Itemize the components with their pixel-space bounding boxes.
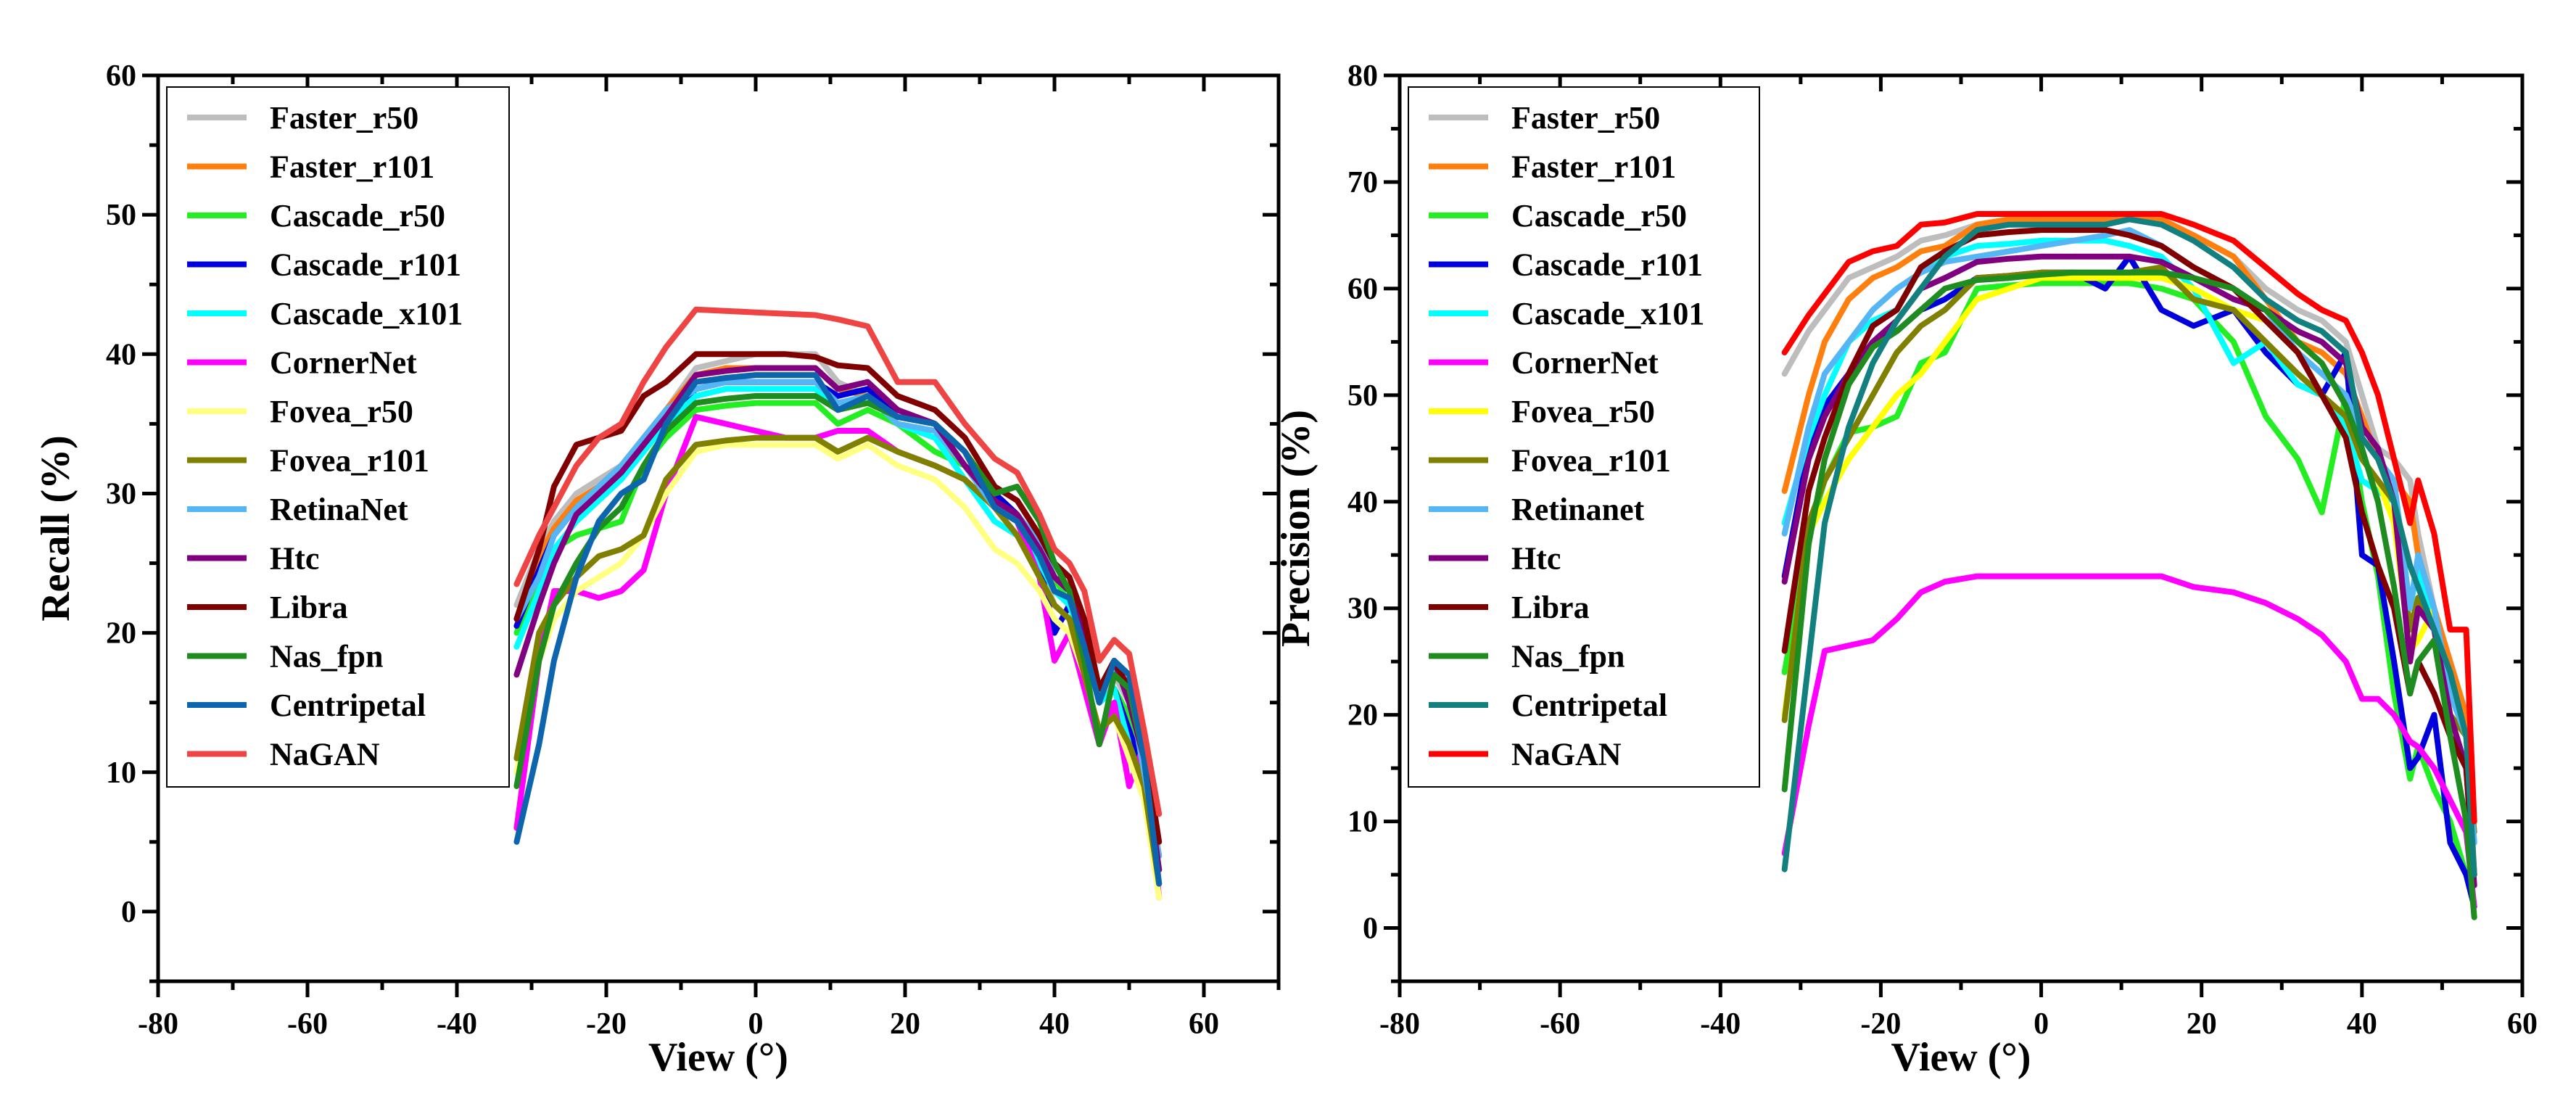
legend-label: Faster_r50 bbox=[1511, 100, 1660, 136]
y-tick-label: 0 bbox=[121, 896, 136, 929]
y-tick-label: 10 bbox=[106, 756, 136, 790]
x-tick-label: 0 bbox=[748, 1007, 764, 1041]
x-tick-label: 40 bbox=[1039, 1007, 1070, 1041]
x-tick-label: -60 bbox=[287, 1007, 328, 1041]
x-tick-label: 40 bbox=[2347, 1007, 2377, 1041]
y-tick-label: 10 bbox=[1347, 806, 1378, 839]
y-tick-label: 60 bbox=[106, 59, 136, 93]
y-tick-label: 0 bbox=[1363, 912, 1378, 946]
y-tick-label: 60 bbox=[1347, 273, 1378, 306]
series-line-nas_fpn bbox=[1781, 269, 2477, 920]
y-tick-label: 30 bbox=[1347, 593, 1378, 626]
legend-label: Libra bbox=[270, 590, 348, 625]
legend-label: Centripetal bbox=[270, 688, 426, 723]
series-line-centripetal bbox=[513, 372, 1163, 887]
x-tick-label: -20 bbox=[1860, 1007, 1901, 1041]
x-axis-title: View (°) bbox=[1891, 1035, 2031, 1080]
legend-label: Fovea_r50 bbox=[270, 394, 413, 429]
legend-label: Cascade_r101 bbox=[270, 247, 461, 283]
legend-label: Centripetal bbox=[1511, 688, 1667, 723]
legend-label: Cascade_x101 bbox=[1511, 296, 1704, 331]
legend-label: Libra bbox=[1511, 590, 1590, 625]
legend-label: Htc bbox=[270, 541, 319, 577]
y-tick-label: 20 bbox=[1347, 699, 1378, 733]
series-line-nagan bbox=[1781, 211, 2477, 825]
legend-label: Retinanet bbox=[1511, 492, 1645, 527]
series-line-cascade_r101 bbox=[1781, 253, 2477, 910]
x-tick-label: 60 bbox=[2507, 1007, 2538, 1041]
y-tick-label: 80 bbox=[1347, 59, 1378, 93]
series-line-cornernet bbox=[513, 413, 1163, 901]
x-tick-label: -80 bbox=[1379, 1007, 1420, 1041]
x-tick-label: -80 bbox=[138, 1007, 178, 1041]
legend-label: CornerNet bbox=[270, 345, 417, 381]
x-tick-label: 0 bbox=[2034, 1007, 2049, 1041]
series-line-nas_fpn bbox=[513, 393, 1163, 887]
y-tick-label: 40 bbox=[106, 338, 136, 371]
series-line-libra bbox=[513, 351, 1163, 845]
recall-chart: -80 -60 -40 -20 0 20 40 60 0 10 20 30 40 50 60 View (°)… bbox=[33, 59, 1281, 1080]
legend-label: Cascade_x101 bbox=[270, 296, 463, 331]
x-tick-label: -40 bbox=[1700, 1007, 1741, 1041]
legend-label: Faster_r101 bbox=[1511, 149, 1676, 185]
x-tick-label: 20 bbox=[890, 1007, 920, 1041]
series-line-fovea_r101 bbox=[1781, 264, 2477, 836]
legend-label: Faster_r50 bbox=[270, 100, 418, 136]
legend-label: Cascade_r50 bbox=[270, 198, 445, 234]
x-axis-title: View (°) bbox=[648, 1035, 788, 1080]
x-tick-label: -60 bbox=[1540, 1007, 1580, 1041]
precision-chart: -80 -60 -40 -20 0 20 40 60 0 10 20 30 40 50 60 70 80 View… bbox=[1273, 59, 2538, 1080]
x-tick-label: -20 bbox=[586, 1007, 627, 1041]
plot-frame bbox=[156, 73, 1281, 983]
series-line-nagan bbox=[513, 306, 1163, 817]
y-tick-label: 20 bbox=[106, 617, 136, 651]
legend-label: Fovea_r101 bbox=[1511, 443, 1671, 479]
y-tick-label: 40 bbox=[1347, 486, 1378, 519]
series-line-cascade_r50 bbox=[1781, 280, 2477, 910]
series-line-centripetal bbox=[1781, 216, 2477, 878]
x-tick-label: 20 bbox=[2187, 1007, 2217, 1041]
y-tick-label: 50 bbox=[1347, 379, 1378, 413]
x-tick-label: -40 bbox=[437, 1007, 477, 1041]
y-axis-title: Precision (%) bbox=[1273, 410, 1318, 647]
legend-label: Fovea_r50 bbox=[1511, 394, 1655, 429]
legend-box bbox=[1408, 86, 1760, 788]
legend-label: Nas_fpn bbox=[1511, 639, 1625, 674]
y-tick-label: 30 bbox=[106, 477, 136, 511]
legend-label: Faster_r101 bbox=[270, 149, 434, 185]
y-tick-label: 50 bbox=[106, 199, 136, 232]
x-tick-label: 60 bbox=[1189, 1007, 1219, 1041]
legend-label: Cascade_r50 bbox=[1511, 198, 1687, 234]
series-line-cornernet bbox=[1781, 573, 2477, 910]
y-axis-title: Recall (%) bbox=[33, 435, 78, 622]
legend-box bbox=[166, 86, 510, 788]
legend-label: CornerNet bbox=[1511, 345, 1659, 381]
legend-label: Htc bbox=[1511, 541, 1561, 577]
series-line-htc bbox=[1781, 253, 2477, 888]
legend-label: Fovea_r101 bbox=[270, 443, 429, 479]
legend-label: Nas_fpn bbox=[270, 639, 384, 674]
legend-label: RetinaNet bbox=[270, 492, 408, 527]
legend-label: Cascade_r101 bbox=[1511, 247, 1703, 283]
legend-label: NaGAN bbox=[270, 737, 380, 772]
y-tick-label: 70 bbox=[1347, 166, 1378, 199]
legend-label: NaGAN bbox=[1511, 737, 1622, 772]
